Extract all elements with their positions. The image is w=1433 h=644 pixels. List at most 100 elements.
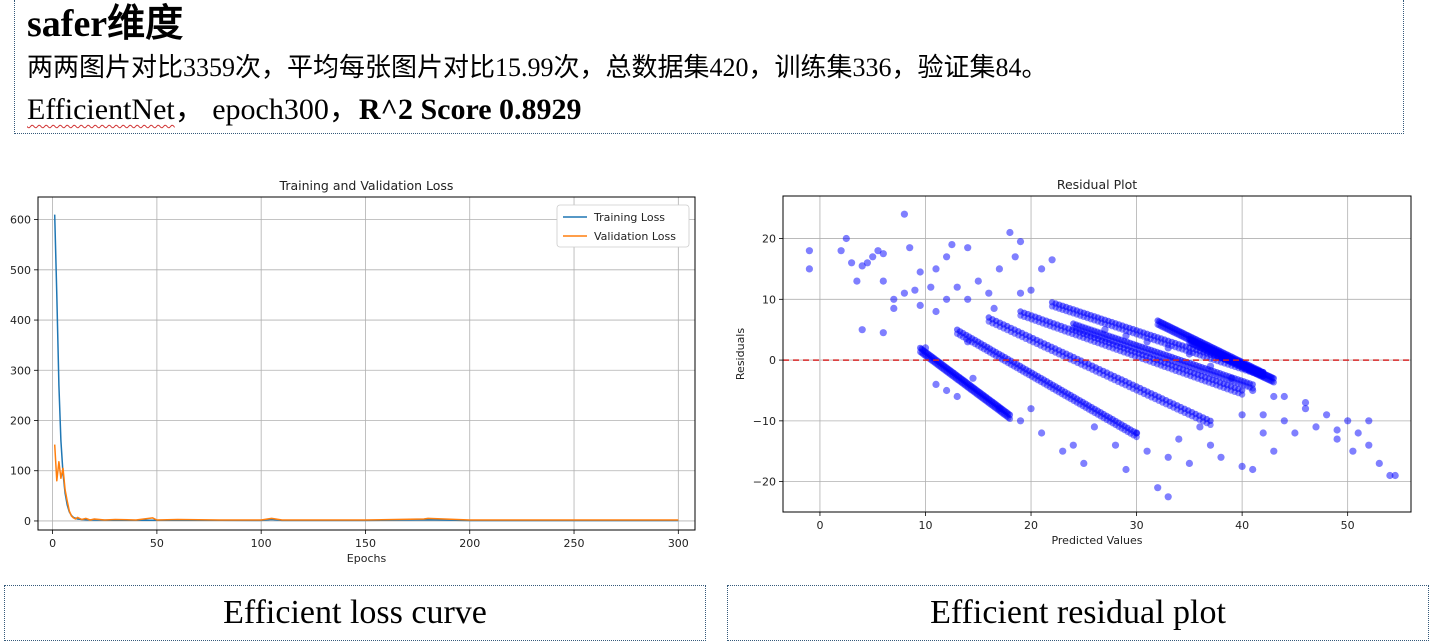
scatter-point	[995, 405, 1003, 413]
model-summary: EfficientNet， epoch300，R^2 Score 0.8929	[27, 92, 582, 128]
scatter-point	[990, 304, 998, 312]
scatter-point	[995, 265, 1003, 273]
chart-title: Residual Plot	[1057, 177, 1137, 192]
scatter-point	[1059, 447, 1067, 455]
scatter-point	[1349, 447, 1357, 455]
scatter-point	[1391, 471, 1399, 480]
scatter-point	[943, 253, 951, 261]
x-tick-label: 50	[1341, 519, 1355, 532]
model-name: EfficientNet	[27, 93, 175, 126]
scatter-point	[1238, 411, 1246, 419]
scatter-point	[848, 259, 856, 267]
scatter-point	[1143, 338, 1151, 346]
loss-chart: 0 50 100 150 200 250 300 0 100 200 300 400 500 600 Tra…	[0, 150, 700, 575]
scatter-point	[974, 277, 982, 285]
scatter-point	[1185, 350, 1193, 358]
scatter-point	[1238, 387, 1246, 394]
scatter-point	[1312, 423, 1320, 431]
scatter-point	[1048, 256, 1056, 264]
x-tick-label: 0	[816, 519, 823, 532]
scatter-point	[943, 295, 951, 303]
scatter-point	[1238, 391, 1246, 398]
scatter-point	[964, 338, 972, 346]
scatter-point	[1291, 429, 1299, 437]
scatter-point	[1175, 435, 1183, 443]
y-tick-label: 10	[762, 293, 776, 306]
scatter-point	[1238, 462, 1246, 470]
scatter-point	[805, 247, 813, 255]
scatter-point	[1270, 447, 1278, 455]
scatter-point	[932, 265, 940, 273]
scatter-point	[805, 265, 813, 273]
x-tick-label: 100	[251, 537, 272, 550]
training-loss-line	[53, 214, 679, 522]
scatter-point	[1270, 392, 1278, 401]
scatter-point	[1069, 441, 1077, 449]
scatter-point	[1365, 417, 1373, 425]
scatter-point	[953, 283, 961, 291]
scatter-point	[890, 304, 898, 312]
scatter-point	[1016, 289, 1025, 297]
plot-frame	[782, 195, 1412, 513]
epoch-info: ， epoch300，	[174, 93, 359, 126]
x-tick-label: 300	[668, 537, 689, 550]
scatter-point	[1270, 379, 1277, 386]
legend: Training Loss Validation Loss	[556, 204, 690, 248]
scatter-point	[890, 295, 898, 303]
scatter-point	[1101, 326, 1109, 334]
x-tick-label: 40	[1235, 519, 1249, 532]
scatter-point	[1027, 405, 1035, 413]
y-tick-label: 0	[769, 354, 776, 367]
y-tick-label: −10	[753, 415, 776, 428]
y-tick-label: 300	[10, 364, 31, 377]
scatter-point	[964, 244, 972, 252]
scatter-point	[1122, 332, 1130, 340]
scatter-point	[1006, 411, 1014, 418]
scatter-point	[1196, 423, 1204, 431]
scatter-point	[964, 295, 972, 303]
scatter-point	[1206, 441, 1215, 449]
scatter-point	[916, 301, 924, 309]
y-tick-label: 20	[762, 233, 776, 246]
x-tick-label: 10	[918, 519, 932, 532]
x-tick-label: 250	[564, 537, 585, 550]
scatter-point	[1154, 484, 1162, 492]
y-tick-label: −20	[753, 476, 776, 489]
scatter-point	[1133, 429, 1141, 437]
x-axis-label: Predicted Values	[1051, 534, 1142, 547]
scatter-point	[1333, 435, 1341, 443]
scatter-point	[1038, 265, 1046, 273]
scatter-point	[1249, 386, 1257, 395]
scatter-point	[1016, 417, 1025, 425]
scatter-point	[1027, 286, 1035, 294]
scatter-point	[1143, 447, 1151, 455]
scatter-point	[1122, 465, 1130, 474]
plot-frame	[37, 196, 696, 531]
scatter-point	[1207, 417, 1214, 424]
scatter-point	[1301, 399, 1310, 407]
scatter-point	[842, 234, 850, 243]
scatter-point	[932, 380, 940, 388]
scatter-point	[874, 247, 882, 255]
scatter-point	[1016, 238, 1025, 246]
scatter-point	[1344, 417, 1352, 425]
scatter-point	[1301, 405, 1310, 413]
scatter-point	[1111, 441, 1120, 449]
scatter-point	[1280, 392, 1288, 401]
scatter-point	[1217, 453, 1225, 461]
scatter-point	[1090, 423, 1098, 431]
y-axis-label: Residuals	[734, 328, 747, 380]
scatter-point	[932, 307, 940, 316]
scatter-point	[1354, 429, 1362, 437]
r2-score: R^2 Score 0.8929	[358, 93, 582, 126]
loss-caption: Efficient loss curve	[4, 585, 706, 641]
x-tick-label: 0	[49, 537, 56, 550]
scatter-point	[1323, 411, 1331, 419]
y-tick-label: 200	[10, 415, 31, 428]
scatter-point	[879, 250, 887, 258]
scatter-point	[916, 268, 924, 276]
y-tick-label: 0	[24, 515, 31, 528]
scatter-point	[1249, 381, 1256, 388]
y-tick-label: 400	[10, 314, 31, 327]
dataset-description: 两两图片对比3359次，平均每张图片对比15.99次，总数据集420，训练集33…	[27, 53, 1048, 82]
